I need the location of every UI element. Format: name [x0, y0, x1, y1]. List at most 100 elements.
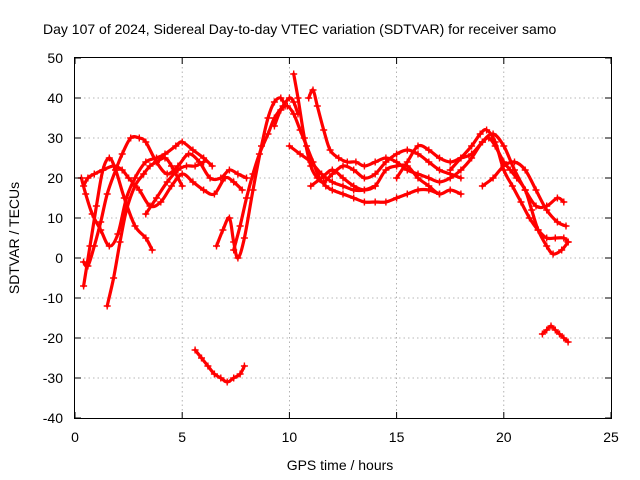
track-6-point-4 — [183, 162, 190, 170]
track-9-point-2 — [204, 362, 212, 370]
track-1-point-11 — [178, 170, 186, 178]
track-15-point-5 — [446, 158, 454, 166]
track-4-point-7 — [131, 222, 139, 230]
track-1-point-7 — [135, 186, 143, 194]
track-3-point-7 — [131, 174, 139, 182]
track-11-point-18 — [457, 174, 465, 182]
track-2-point-3 — [97, 218, 105, 226]
track-7-point-1 — [219, 226, 227, 234]
y-tick-label-2: -20 — [43, 330, 63, 346]
track-3-point-3 — [97, 226, 105, 234]
track-5-point-8 — [161, 154, 169, 162]
track-12-point-27 — [560, 198, 568, 206]
track-10-point-3 — [290, 110, 298, 118]
track-7-point-6 — [249, 186, 257, 194]
track-2-point-18 — [234, 170, 242, 178]
track-12-point-16 — [446, 174, 454, 182]
track-2-point-7 — [127, 134, 135, 142]
track-5-point-3 — [123, 206, 130, 214]
track-16-point-11 — [543, 234, 551, 242]
track-8-point-4 — [255, 150, 263, 158]
track-2-point-13 — [185, 150, 193, 158]
track-2-point-16 — [217, 174, 225, 182]
track-11-curve — [292, 72, 463, 184]
track-10-point-1 — [277, 106, 285, 114]
track-14-point-3 — [318, 170, 326, 178]
track-17-point-1 — [489, 174, 497, 182]
track-17-point-2 — [500, 162, 508, 170]
track-16-point-12 — [551, 234, 559, 242]
series-track-7 — [213, 94, 289, 262]
track-15-point-13 — [513, 174, 521, 182]
track-13-point-3 — [339, 174, 347, 182]
track-13-point-2 — [328, 166, 336, 174]
track-13-point-12 — [436, 190, 443, 198]
track-9-point-0 — [191, 346, 199, 354]
track-8-point-9 — [290, 98, 298, 106]
track-12-point-9 — [371, 158, 379, 166]
track-13-point-7 — [382, 166, 390, 174]
track-10-point-2 — [283, 102, 291, 110]
track-10-point-16 — [403, 190, 411, 198]
track-12-point-10 — [382, 154, 390, 162]
track-9-point-6 — [230, 374, 238, 382]
track-7-point-9 — [270, 98, 278, 106]
track-14-point-5 — [339, 182, 347, 190]
track-1-point-13 — [200, 186, 208, 194]
track-15-point-7 — [468, 150, 476, 158]
track-12-point-14 — [425, 174, 433, 182]
track-17-point-4 — [521, 166, 529, 174]
track-18-point-3 — [551, 326, 559, 334]
track-9-point-4 — [217, 374, 225, 382]
y-tick-label-9: 50 — [47, 50, 63, 66]
track-11-point-5 — [320, 178, 328, 186]
track-7-point-4 — [234, 254, 242, 262]
track-6-point-2 — [163, 178, 171, 186]
track-17-point-5 — [532, 186, 540, 194]
y-tick-label-0: -40 — [43, 410, 63, 426]
track-12-point-5 — [335, 154, 343, 162]
track-3-point-11 — [172, 142, 180, 150]
track-5-point-5 — [140, 170, 148, 178]
track-4-point-4 — [105, 154, 113, 162]
track-16-point-4 — [483, 126, 491, 134]
track-4-point-6 — [120, 194, 128, 202]
track-12-point-4 — [326, 146, 334, 154]
track-15-point-0 — [393, 174, 401, 182]
x-tick-label-2: 10 — [282, 429, 298, 445]
y-tick-label-5: 10 — [47, 210, 63, 226]
x-tick-label-3: 15 — [389, 429, 405, 445]
track-11-point-2 — [300, 134, 308, 142]
track-3-point-8 — [142, 158, 150, 166]
track-12-point-0 — [305, 94, 313, 102]
track-3-point-13 — [189, 146, 197, 154]
x-tick-label-0: 0 — [71, 429, 79, 445]
track-2-point-11 — [163, 170, 171, 178]
series-track-18 — [538, 322, 572, 346]
track-4-point-9 — [148, 246, 156, 254]
series-track-6 — [142, 158, 208, 218]
track-10-point-17 — [414, 186, 422, 194]
y-tick-label-1: -30 — [43, 370, 63, 386]
axis-ticks: 0 5 10 15 20 25 -40 -30 -20 -10 0 10 20 30 40 50 — [43, 50, 619, 445]
track-11-point-8 — [350, 166, 358, 174]
track-15-point-9 — [485, 134, 493, 142]
track-2-point-8 — [135, 134, 143, 142]
track-12-point-26 — [553, 194, 561, 202]
track-16-point-3 — [476, 130, 484, 138]
series-track-16 — [446, 126, 572, 246]
track-5-point-9 — [168, 162, 175, 170]
track-15-point-14 — [521, 186, 529, 194]
track-4-point-2 — [92, 202, 100, 210]
x-tick-label-1: 5 — [178, 429, 186, 445]
track-14-point-1 — [296, 150, 304, 158]
track-8-point-0 — [230, 246, 238, 254]
x-tick-label-5: 25 — [603, 429, 619, 445]
track-17-point-6 — [543, 206, 551, 214]
track-8-point-5 — [264, 130, 272, 138]
track-11-point-12 — [393, 150, 401, 158]
track-11-point-15 — [425, 158, 433, 166]
track-15-point-19 — [558, 246, 566, 254]
grid-lines — [75, 58, 611, 418]
